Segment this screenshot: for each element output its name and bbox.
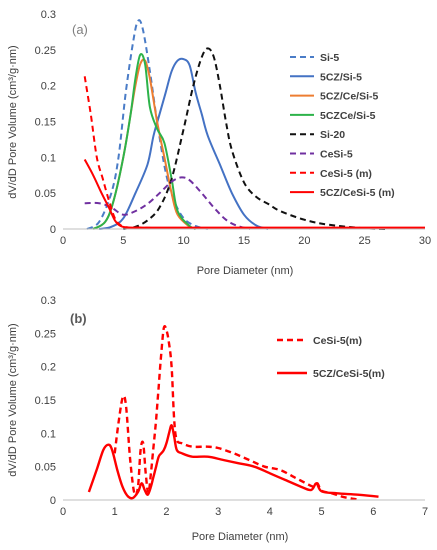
x-tick-label: 30	[419, 235, 431, 247]
legend-label: CeSi-5(m)	[313, 335, 362, 347]
y-tick-label: 0.05	[35, 188, 56, 200]
legend-label: Si-5	[320, 52, 339, 64]
y-tick-label: 0.15	[35, 117, 56, 129]
legend-label: CeSi-5	[320, 149, 353, 161]
panel-b-y-ticks: 0 0.05 0.1 0.15 0.2 0.25 0.3	[35, 295, 56, 507]
x-tick-label: 6	[370, 506, 376, 518]
legend-label: 5CZCe/Si-5	[320, 110, 376, 122]
series-line-5cz-cesi-5-m	[87, 424, 379, 500]
x-tick-label: 3	[215, 506, 221, 518]
x-tick-label: 7	[422, 506, 428, 518]
x-tick-label: 0	[60, 235, 66, 247]
chart-panel-a: (a) 0 5 10 15 20 25 30 00.050.10.150.20.250.3 …	[7, 9, 431, 277]
legend-label: Si-20	[320, 129, 345, 141]
x-tick-label: 10	[178, 235, 190, 247]
series-line-cesi-5-m	[113, 325, 361, 502]
y-tick-label: 0	[50, 495, 56, 507]
y-tick-label: 0.25	[35, 45, 56, 57]
y-tick-label: 0.25	[35, 328, 56, 340]
panel-b-x-ticks: 0 1 2 3 4 5 6 7	[60, 506, 428, 518]
y-tick-label: 0.3	[41, 295, 56, 307]
panel-a-legend: Si-5 5CZ/Si-5 5CZ/Ce/Si-5 5CZCe/Si-5 Si-20 Ce…	[290, 52, 395, 199]
series-line-cesi-5-m	[83, 76, 160, 230]
x-tick-label: 25	[359, 235, 371, 247]
y-tick-label: 0.2	[41, 362, 56, 374]
legend-label: 5CZ/Ce/Si-5	[320, 91, 379, 103]
panel-b-label: (b)	[70, 311, 87, 326]
chart-panel-b: (b) 0 1 2 3 4 5 6 7 0 0.05 0.1 0.15 0.2 0.25 0.3 Pore…	[7, 295, 428, 543]
legend-label: 5CZ/CeSi-5(m)	[313, 368, 385, 380]
series-line-5cz-cesi-5-m	[83, 159, 425, 229]
series-line-si-20	[123, 47, 389, 230]
legend-label: 5CZ/CeSi-5 (m)	[320, 187, 395, 199]
x-tick-label: 4	[267, 506, 273, 518]
panel-a-y-axis-title: dV/dD Pore Volume (cm³/g·nm)	[7, 45, 19, 198]
panel-b-x-axis-title: Pore Diameter (nm)	[192, 531, 289, 543]
y-tick-label: 0	[50, 224, 56, 236]
x-tick-label: 2	[163, 506, 169, 518]
y-tick-label: 0.3	[41, 9, 56, 21]
y-tick-label: 0.05	[35, 462, 56, 474]
panel-a-x-axis-title: Pore Diameter (nm)	[197, 265, 294, 277]
series-line-si-5	[86, 19, 209, 230]
x-tick-label: 15	[238, 235, 250, 247]
legend-label: 5CZ/Si-5	[320, 71, 362, 83]
x-tick-label: 5	[120, 235, 126, 247]
x-tick-label: 0	[60, 506, 66, 518]
series-line-5cz-si-5	[99, 57, 269, 230]
y-tick-label: 0.15	[35, 395, 56, 407]
panel-b-y-axis-title: dV/dD Pore Volume (cm³/g·nm)	[7, 323, 19, 476]
y-tick-label: 0.2	[41, 81, 56, 93]
legend-label: CeSi-5 (m)	[320, 168, 372, 180]
panel-b-legend: CeSi-5(m) 5CZ/CeSi-5(m)	[277, 335, 385, 380]
panel-a-plot-area	[83, 19, 425, 230]
x-tick-label: 20	[298, 235, 310, 247]
series-line-5czce-si-5	[92, 53, 197, 230]
panel-b-plot-area	[87, 325, 379, 502]
series-line-cesi-5	[84, 176, 251, 230]
x-tick-label: 5	[319, 506, 325, 518]
panel-a-label: (a)	[72, 22, 88, 37]
panel-a-x-ticks: 0 5 10 15 20 25 30	[60, 235, 431, 247]
panel-a-y-ticks: 0 0.05 0.1 0.15 0.2 0.25 0.3	[35, 9, 56, 236]
x-tick-label: 1	[112, 506, 118, 518]
y-tick-label: 0.1	[41, 152, 56, 164]
y-tick-label: 0.1	[41, 428, 56, 440]
